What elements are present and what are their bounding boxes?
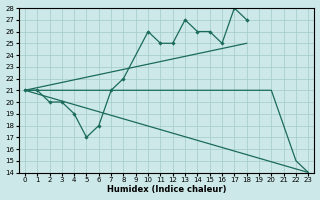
X-axis label: Humidex (Indice chaleur): Humidex (Indice chaleur) [107,185,226,194]
